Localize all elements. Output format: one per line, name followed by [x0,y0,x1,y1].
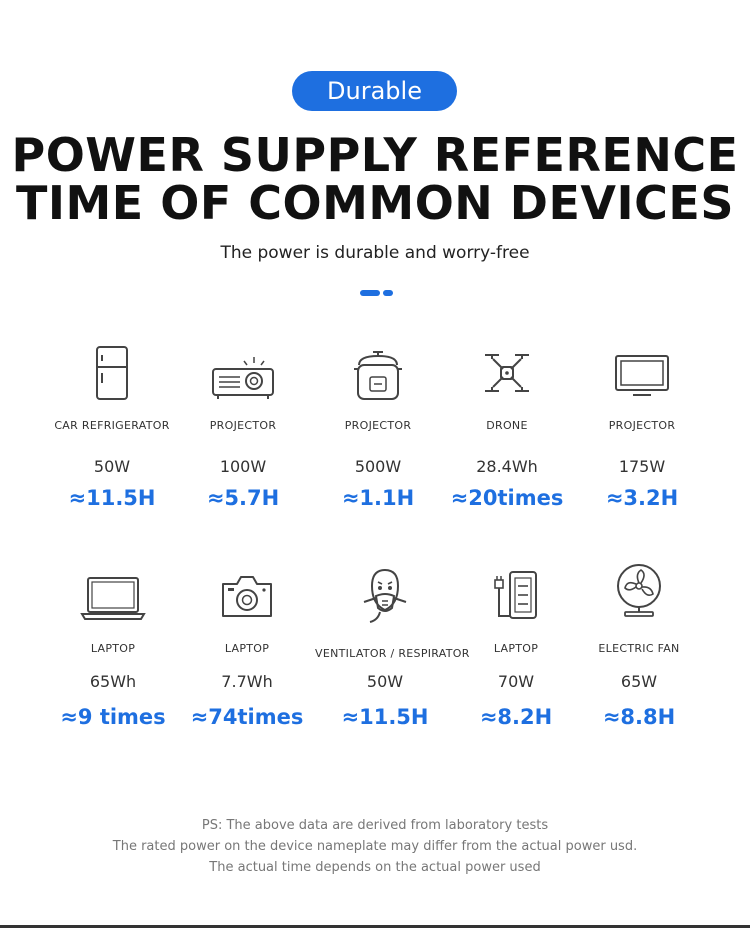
device-card-camera: LAPTOP 7.7Wh ≈74times [177,572,317,729]
device-card-phone-charger: LAPTOP 70W ≈8.2H [446,568,586,729]
device-power: 175W [618,457,666,476]
disclaimer-line: The actual time depends on the actual po… [209,860,541,875]
laptop-icon [80,577,146,620]
device-card-electric-fan: ELECTRIC FAN 65W ≈8.8H [569,562,709,729]
device-name: ELECTRIC FAN [598,642,680,655]
monitor-icon [615,355,669,396]
disclaimer-line: The rated power on the device nameplate … [112,839,638,854]
device-runtime: ≈8.8H [602,705,676,729]
device-name: LAPTOP [224,642,270,655]
device-name: VENTILATOR / RESPIRATOR [315,647,470,660]
device-card-drone: DRONE 28.4Wh ≈20times [437,347,577,510]
disclaimer-line: PS: The above data are derived from labo… [201,818,549,833]
device-card-rice-cooker: PROJECTOR 500W ≈1.1H [308,349,448,510]
device-power: 65Wh [89,672,137,691]
device-name: LAPTOP [90,642,136,655]
device-power: 100W [219,457,267,476]
page-title-line-1: POWER SUPPLY REFERENCE [11,128,739,182]
disclaimer-notes: PS: The above data are derived from labo… [0,815,750,878]
device-runtime: ≈11.5H [341,705,429,729]
divider-dots [360,290,393,296]
device-power: 50W [366,672,404,691]
device-power: 50W [93,457,131,476]
device-card-projector: PROJECTOR 100W ≈5.7H [173,355,313,510]
device-runtime: ≈9 times [60,705,166,729]
device-name: PROJECTOR [344,419,412,432]
page-title-line-2: TIME OF COMMON DEVICES [16,176,734,230]
projector-icon [212,357,274,399]
device-power: 65W [620,672,658,691]
device-runtime: ≈5.7H [206,486,280,510]
device-power: 500W [354,457,402,476]
device-runtime: ≈20times [450,486,564,510]
device-runtime: ≈8.2H [479,705,553,729]
device-runtime: ≈11.5H [68,486,156,510]
device-name: PROJECTOR [209,419,277,432]
device-name: CAR REFRIGERATOR [54,419,170,432]
bottom-divider [0,925,750,928]
device-power: 70W [497,672,535,691]
electric-fan-icon [617,564,661,617]
camera-icon [222,576,272,617]
drone-icon [485,354,529,392]
durable-badge: Durable [292,71,457,111]
device-runtime: ≈1.1H [341,486,415,510]
device-card-monitor: PROJECTOR 175W ≈3.2H [572,353,712,510]
phone-charger-icon [494,571,537,619]
refrigerator-icon [96,346,128,400]
device-runtime: ≈74times [190,705,304,729]
device-card-laptop-1: LAPTOP 65Wh ≈9 times [43,574,183,729]
rice-cooker-icon [354,351,402,400]
device-runtime: ≈3.2H [605,486,679,510]
subtitle: The power is durable and worry-free [220,243,530,263]
device-card-car-refrigerator: CAR REFRIGERATOR 50W ≈11.5H [42,345,182,510]
respirator-icon [363,568,407,623]
device-name: LAPTOP [493,642,539,655]
device-power: 28.4Wh [476,457,538,476]
device-power: 7.7Wh [221,672,273,691]
device-card-ventilator: VENTILATOR / RESPIRATOR 50W ≈11.5H [315,566,469,729]
device-name: DRONE [486,419,528,432]
device-name: PROJECTOR [608,419,676,432]
